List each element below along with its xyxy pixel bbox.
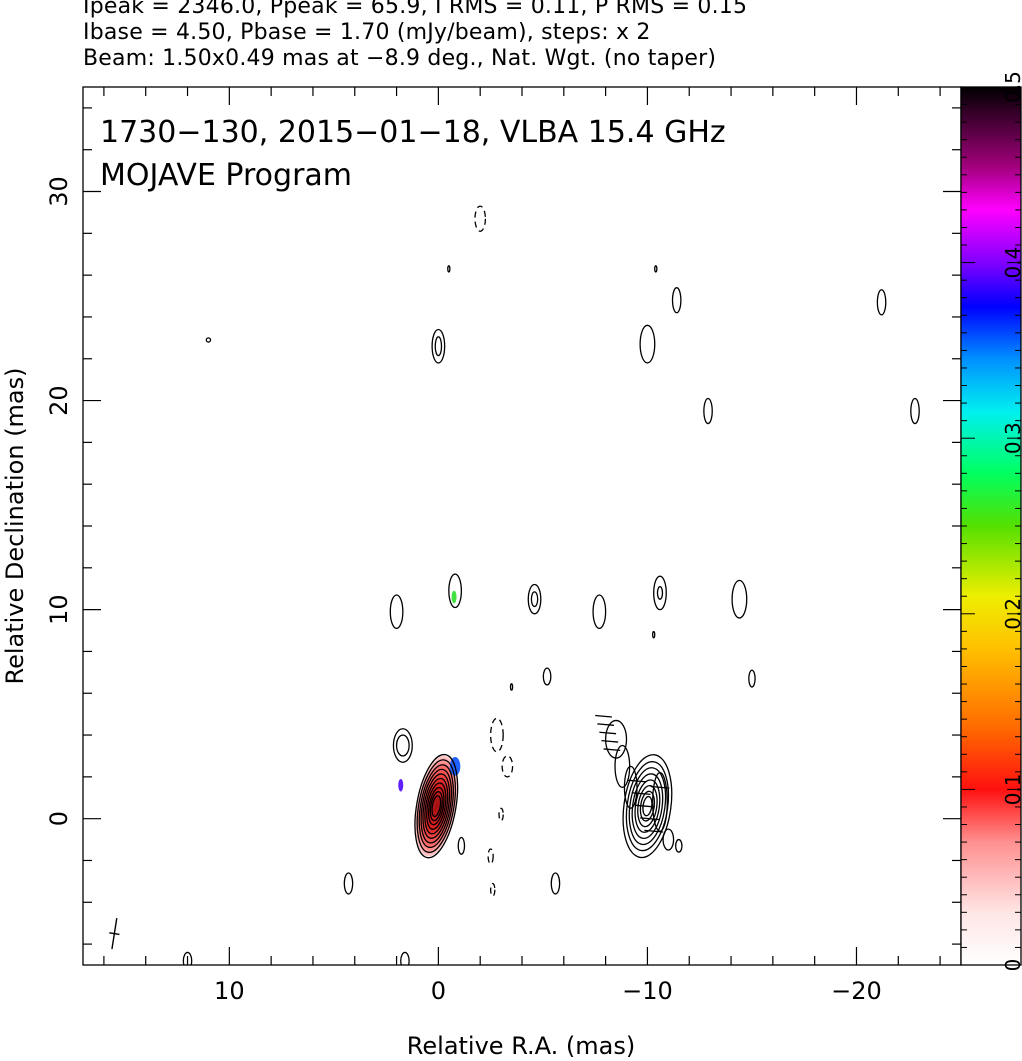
colorbar-tick-label: 0.1 (1001, 773, 1022, 805)
polarization-vector (644, 829, 664, 833)
y-tick-label: 0 (45, 811, 73, 826)
negative-contour (501, 755, 514, 778)
contour (530, 591, 539, 608)
contour (623, 765, 638, 809)
colorbar-tick-label: 0 (1001, 959, 1022, 972)
core-contour (418, 764, 455, 849)
contour (652, 630, 656, 639)
contour (400, 951, 410, 965)
colorbar-tick-label: 0.3 (1001, 422, 1022, 454)
polarization-vector (597, 723, 615, 726)
contour (447, 265, 451, 273)
y-tick-label: 30 (45, 176, 73, 207)
jet-knot-contour (631, 773, 664, 840)
contour (550, 872, 561, 895)
y-axis-label: Relative Declination (mas) (1, 367, 29, 684)
edge-pol-patch (398, 778, 404, 792)
jet-knot-contour (628, 767, 667, 846)
colorbar-tick-label: 0.5 (1001, 71, 1022, 103)
contour (457, 836, 466, 855)
core-contour (422, 773, 451, 839)
contour-layer (109, 205, 920, 965)
plot-frame (82, 86, 962, 966)
contour (910, 397, 920, 425)
polarization-vector (601, 739, 619, 743)
jet-knot-contour (622, 754, 673, 859)
polarization-vector (640, 817, 659, 821)
contour (389, 594, 404, 630)
chart-subtitle: MOJAVE Program (100, 158, 352, 193)
tick-labels: 10 0 −10 −20 0 10 20 30 (45, 176, 882, 1005)
contour (395, 734, 410, 757)
contour (614, 744, 631, 788)
negative-contour (498, 807, 504, 822)
contour (509, 683, 514, 691)
chart-title: 1730−130, 2015−01−18, VLBA 15.4 GHz (100, 115, 726, 150)
colorbar-tick-label: 0.4 (1001, 247, 1022, 279)
colorbar (960, 86, 1022, 966)
negative-contour (474, 205, 487, 232)
negative-contour (489, 717, 504, 753)
contour (653, 575, 667, 611)
x-tick-label: −10 (622, 977, 673, 1005)
contour (434, 336, 443, 357)
contour (448, 573, 463, 609)
contour (674, 838, 683, 853)
jet-knot-contour (634, 779, 661, 833)
core-contour (424, 777, 449, 835)
y-tick-label: 20 (45, 385, 73, 416)
core-contour (426, 782, 447, 830)
x-tick-label: 0 (431, 977, 446, 1005)
x-axis-label: Relative R.A. (mas) (407, 1032, 635, 1060)
core-contour (429, 791, 443, 822)
contour (182, 951, 193, 965)
contour (654, 265, 658, 273)
contour (604, 719, 628, 759)
polarization-vector (635, 804, 655, 808)
core-contour (414, 753, 459, 859)
polarization-vector (627, 779, 647, 783)
axis-ticks (83, 87, 961, 965)
contour (671, 287, 682, 314)
jet-knot-contour (637, 785, 658, 828)
beam-minor-axis (109, 932, 120, 936)
colorbar-ticks: 0 0.1 0.2 0.3 0.4 0.5 (961, 71, 1022, 971)
core-contour (427, 786, 445, 826)
x-tick-label: 10 (214, 977, 245, 1005)
contour (542, 667, 552, 686)
contour (431, 328, 446, 364)
contour (703, 397, 713, 425)
core-fill (415, 755, 458, 857)
colorbar-tick-label: 0.2 (1001, 598, 1022, 630)
header-line-3: Beam: 1.50x0.49 mas at −8.9 deg., Nat. W… (83, 46, 717, 71)
polarization-vector (599, 731, 617, 735)
polarization-vector (595, 714, 612, 718)
contour (748, 669, 756, 688)
contour (343, 872, 354, 895)
contour (731, 579, 748, 619)
contour (876, 289, 887, 316)
contour (527, 583, 542, 615)
x-tick-label: −20 (831, 977, 882, 1005)
knot-pol-patch (451, 590, 457, 604)
polarization-vector (631, 792, 651, 796)
core-contour (420, 768, 453, 844)
contour (592, 594, 607, 630)
header-line-1: Ipeak = 2346.0, Ppeak = 65.9, I RMS = 0.… (83, 0, 748, 19)
polarization-vector (650, 785, 670, 789)
negative-contour (487, 848, 494, 865)
y-tick-label: 10 (45, 594, 73, 625)
header-line-2: Ibase = 4.50, Pbase = 1.70 (mJy/beam), s… (83, 20, 651, 45)
contour (656, 585, 664, 600)
contour (662, 828, 675, 851)
negative-contour (489, 882, 496, 897)
polarization-vector (603, 748, 621, 752)
contour (205, 337, 212, 343)
contour (639, 324, 656, 364)
contour (392, 728, 413, 763)
core-contour (431, 795, 442, 818)
core-contour (416, 759, 457, 853)
